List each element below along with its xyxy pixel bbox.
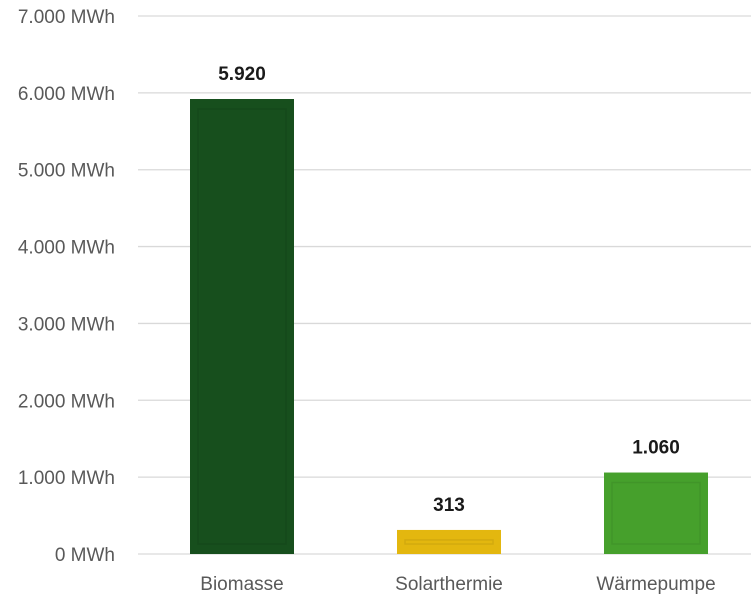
category-label: Biomasse — [200, 574, 283, 595]
bar-wrmepumpe — [604, 472, 708, 554]
bar-fill — [397, 529, 501, 554]
bar-fill — [604, 472, 708, 554]
data-label: 1.060 — [632, 438, 680, 459]
category-label: Solarthermie — [395, 574, 503, 595]
bar-solarthermie — [397, 529, 501, 554]
category-labels: Biomasse Solarthermie Wärmepumpe — [200, 574, 715, 595]
y-tick-label: 6.000 MWh — [18, 84, 115, 105]
bar-inner-outline — [197, 108, 287, 545]
bar-inner-outline — [611, 481, 701, 545]
bars — [190, 99, 708, 555]
y-tick-label: 5.000 MWh — [18, 161, 115, 182]
y-tick-label: 0 MWh — [55, 545, 115, 566]
data-labels: 5.920 313 1.060 — [218, 64, 680, 516]
y-tick-label: 1.000 MWh — [18, 468, 115, 489]
y-tick-label: 4.000 MWh — [18, 238, 115, 259]
bar-fill — [190, 99, 294, 555]
y-tick-label: 7.000 MWh — [18, 7, 115, 28]
y-tick-label: 2.000 MWh — [18, 391, 115, 412]
bar-inner-outline — [404, 539, 494, 545]
data-label: 313 — [433, 495, 465, 516]
y-axis-tick-labels: 0 MWh 1.000 MWh 2.000 MWh 3.000 MWh 4.000 MW… — [18, 7, 115, 566]
category-label: Wärmepumpe — [596, 574, 715, 595]
data-label: 5.920 — [218, 64, 266, 85]
y-tick-label: 3.000 MWh — [18, 314, 115, 335]
bar-biomasse — [190, 99, 294, 555]
